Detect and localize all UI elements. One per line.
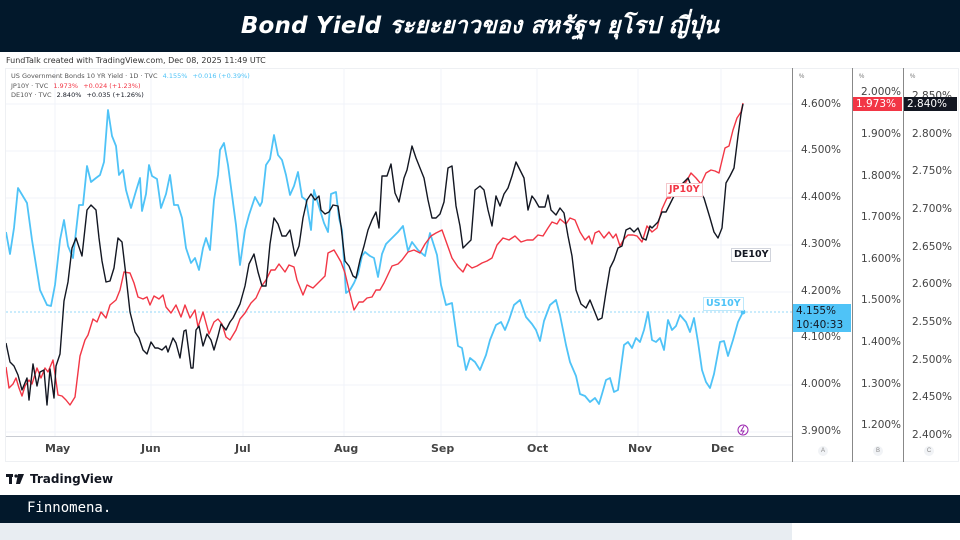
axis-tick: 1.500% (861, 294, 902, 306)
month-label: Nov (628, 442, 652, 455)
us10y-line (6, 109, 744, 405)
axis-tick: 2.700% (912, 203, 953, 215)
title-bar: Bond Yield ระยะยาวของ สหรัฐฯ ยุโรป ญี่ปุ… (0, 0, 960, 52)
price-axis-b[interactable]: % 2.000% 1.900% 1.800% 1.700% 1.600% 1.5… (852, 68, 903, 462)
legend-item-jp10y[interactable]: JP10Y · TVC 1.973% +0.024 (+1.23%) (11, 82, 253, 92)
series-label-de10y: DE10Y (731, 248, 772, 262)
de10y-price-tag: 2.840% (904, 97, 957, 111)
axis-tick: 2.600% (912, 278, 953, 290)
month-label: Sep (431, 442, 455, 455)
axis-tick: 4.500% (801, 144, 842, 156)
legend-change: +0.024 (+1.23%) (83, 81, 141, 90)
page-title: Bond Yield ระยะยาวของ สหรัฐฯ ยุโรป ญี่ปุ… (240, 13, 720, 39)
de10y-line (6, 103, 744, 406)
axis-tick: 1.700% (861, 211, 902, 223)
axis-tick: 4.100% (801, 331, 842, 343)
axis-tick: 2.500% (912, 354, 953, 366)
us10y-price-tag: 4.155% 10:40:33 (793, 304, 851, 332)
time-axis-line (6, 436, 792, 437)
month-label: Oct (527, 442, 549, 455)
legend-name: DE10Y · TVC (11, 91, 52, 99)
series-label-jp10y: JP10Y (666, 183, 703, 197)
axis-tick: 4.000% (801, 378, 842, 390)
axis-tick: 2.650% (912, 241, 953, 253)
price-axis-a[interactable]: % 4.600% 4.500% 4.400% 4.300% 4.200% 4.1… (792, 68, 852, 462)
legend-item-us10y[interactable]: US Government Bonds 10 YR Yield · 1D · T… (11, 72, 253, 82)
chart-frame (5, 68, 959, 462)
axis-unit: % (910, 74, 916, 80)
axis-tick: 1.300% (861, 378, 902, 390)
axis-tick: 2.000% (861, 86, 902, 98)
series-label-us10y: US10Y (703, 297, 744, 311)
axis-tick: 1.400% (861, 336, 902, 348)
axis-unit: % (859, 74, 865, 80)
plot-area[interactable] (6, 68, 792, 436)
axis-unit: % (799, 74, 805, 80)
footer-bar: Finnomena. (0, 495, 960, 523)
legend-value: 2.840% (56, 91, 82, 99)
month-label: Aug (334, 442, 359, 455)
legend-change: +0.035 (+1.26%) (86, 91, 144, 99)
us10y-countdown: 10:40:33 (796, 319, 844, 331)
jp10y-price-tag: 1.973% (853, 97, 902, 111)
bottom-strip (0, 523, 792, 540)
axis-tick: 2.450% (912, 391, 953, 403)
event-icon[interactable] (737, 424, 749, 436)
axis-tick: 1.200% (861, 419, 902, 431)
scale-tag-a[interactable]: A (818, 446, 828, 456)
tradingview-wordmark: TradingView (30, 472, 114, 486)
axis-tick: 4.400% (801, 191, 842, 203)
legend-change: +0.016 (+0.39%) (192, 72, 250, 80)
axis-tick: 1.900% (861, 128, 902, 140)
axis-tick: 2.550% (912, 316, 953, 328)
chart-legend: US Government Bonds 10 YR Yield · 1D · T… (11, 72, 253, 101)
axis-tick: 4.300% (801, 238, 842, 250)
axis-tick: 2.800% (912, 128, 953, 140)
legend-value: 1.973% (53, 81, 79, 90)
scale-tag-b[interactable]: B (873, 446, 883, 456)
tradingview-logo-icon (6, 474, 24, 484)
finnomena-logo: Finnomena. (27, 500, 112, 516)
tradingview-logo[interactable]: TradingView (6, 472, 113, 486)
grid (6, 68, 792, 436)
axis-tick: 4.200% (801, 285, 842, 297)
axis-tick: 2.750% (912, 165, 953, 177)
legend-value: 4.155% (162, 72, 188, 80)
axis-tick: 4.600% (801, 98, 842, 110)
legend-item-de10y[interactable]: DE10Y · TVC 2.840% +0.035 (+1.26%) (11, 91, 253, 101)
month-label: Jun (141, 442, 161, 455)
jp10y-line (6, 102, 744, 406)
us10y-price-value: 4.155% (796, 305, 837, 317)
scale-tag-c[interactable]: C (924, 446, 934, 456)
price-axis-c[interactable]: % 2.850% 2.800% 2.750% 2.700% 2.650% 2.6… (903, 68, 958, 462)
legend-name: US Government Bonds 10 YR Yield · 1D · T… (11, 72, 158, 80)
month-label: Dec (711, 442, 735, 455)
chart-credit: FundTalk created with TradingView.com, D… (6, 56, 266, 65)
month-label: May (45, 442, 71, 455)
axis-tick: 2.400% (912, 429, 953, 441)
axis-tick: 3.900% (801, 425, 842, 437)
month-label: Jul (235, 442, 251, 455)
axis-tick: 1.600% (861, 253, 902, 265)
legend-name: JP10Y · TVC (11, 81, 49, 90)
axis-tick: 1.800% (861, 170, 902, 182)
